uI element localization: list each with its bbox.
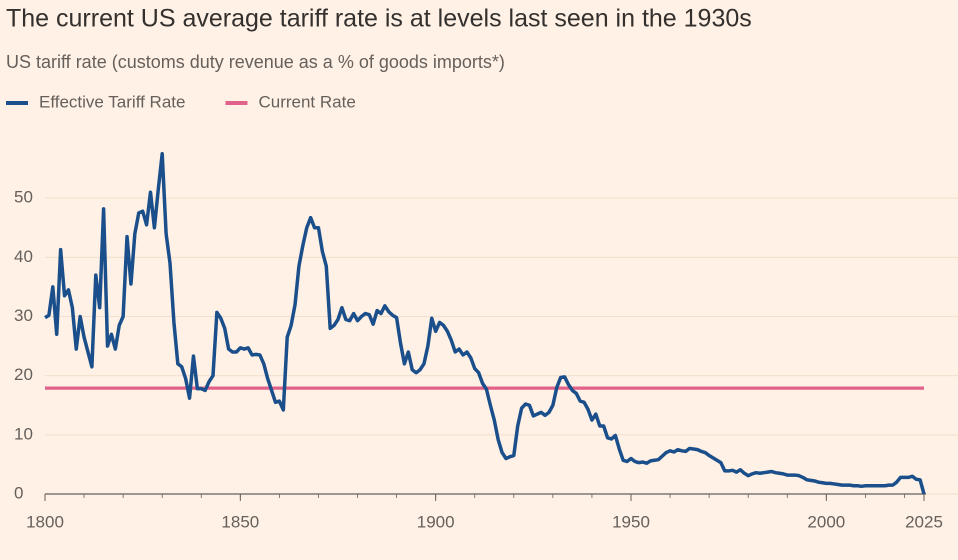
y-tick-label: 30	[14, 306, 33, 325]
series-line	[44, 152, 926, 495]
x-tick-label: 1800	[26, 512, 64, 531]
legend-label: Current Rate	[258, 92, 355, 111]
x-tick-label: 1950	[612, 512, 650, 531]
chart-subtitle: US tariff rate (customs duty revenue as …	[6, 52, 505, 72]
y-tick-label: 0	[14, 483, 23, 502]
x-tick-label: 2025	[905, 512, 943, 531]
plot-area: 0 10 20 30 40 50 1800 1850 1900 1950 2000 2025	[14, 152, 958, 531]
y-tick-label: 50	[14, 188, 33, 207]
chart-title: The current US average tariff rate is at…	[6, 5, 752, 33]
x-tick-label: 1900	[417, 512, 455, 531]
y-tick-label: 20	[14, 365, 33, 384]
x-tick-label: 1850	[221, 512, 259, 531]
x-tick-label: 2000	[807, 512, 845, 531]
legend-label: Effective Tariff Rate	[39, 92, 185, 111]
y-tick-label: 10	[14, 424, 33, 443]
y-tick-label: 40	[14, 247, 33, 266]
legend: Effective Tariff Rate Current Rate	[6, 92, 356, 111]
